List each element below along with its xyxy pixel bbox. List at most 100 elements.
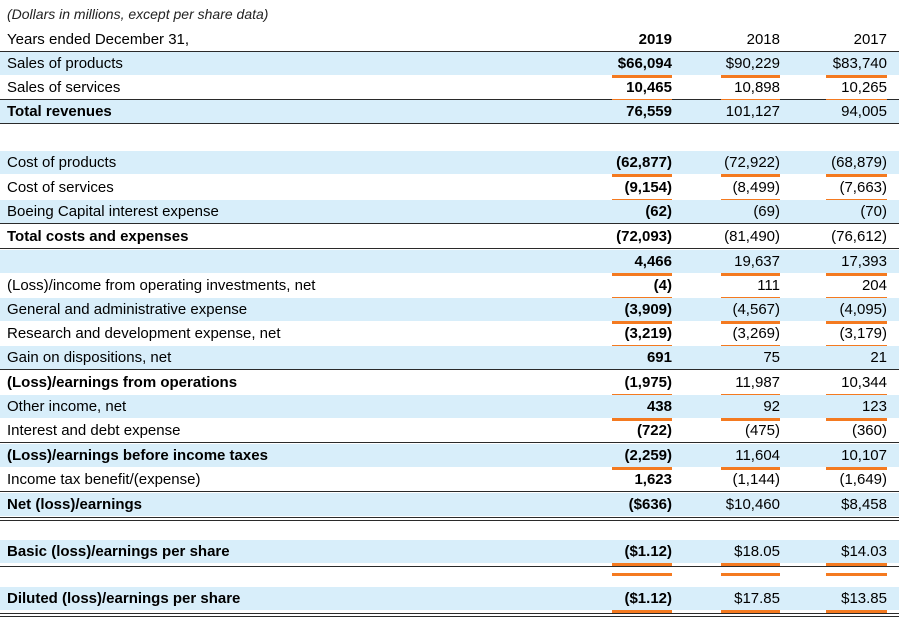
row-label: Total revenues (7, 103, 112, 120)
row-label: Net (loss)/earnings (7, 496, 143, 513)
highlight-bar (826, 418, 887, 421)
value-2018: (475) (744, 422, 780, 439)
value-2018: 11,987 (735, 374, 780, 391)
double-rule (0, 616, 899, 617)
highlight-bar (612, 563, 672, 566)
highlight-bar (826, 610, 887, 613)
value-2019: (3,909) (624, 301, 672, 318)
value-2017: 17,393 (841, 253, 887, 270)
value-2019: (62) (645, 203, 672, 220)
double-rule (0, 517, 899, 518)
double-rule (0, 566, 899, 567)
value-2019: (4) (653, 277, 672, 294)
value-2017: (360) (851, 422, 887, 439)
highlight-bar (826, 563, 887, 566)
header-2019: 2019 (638, 31, 672, 48)
highlight-bar (612, 273, 672, 276)
value-2018: 75 (763, 349, 780, 366)
value-2017: (68,879) (831, 154, 887, 171)
value-2019: 691 (646, 349, 672, 366)
table-row: Other income, net 438 92 123 (0, 395, 899, 421)
value-2019: (3,219) (624, 325, 672, 342)
value-2017: 123 (861, 398, 887, 415)
highlight-bar (721, 467, 780, 470)
value-2017: $83,740 (832, 55, 887, 72)
value-2017: (1,649) (839, 471, 887, 488)
table-row: (Loss)/earnings before income taxes (2,2… (0, 444, 899, 470)
value-2018: (1,144) (732, 471, 780, 488)
row-label: Diluted (loss)/earnings per share (7, 590, 241, 607)
row-label: (Loss)/income from operating investments… (7, 277, 316, 294)
header-2018: 2018 (746, 31, 780, 48)
row-label: (Loss)/earnings from operations (7, 374, 238, 391)
double-rule (0, 520, 899, 521)
table-row: Total costs and expenses (72,093) (81,49… (0, 225, 899, 249)
value-2018: 111 (757, 277, 780, 294)
value-2017: (4,095) (839, 301, 887, 318)
value-2019: ($1.12) (624, 543, 672, 560)
value-2018: (81,490) (724, 228, 780, 245)
table-row: Net (loss)/earnings ($636) $10,460 $8,45… (0, 493, 899, 516)
value-2017: 10,344 (841, 374, 887, 391)
highlight-bar (826, 321, 887, 324)
value-2018: $10,460 (725, 496, 780, 513)
value-2018: 101,127 (725, 103, 780, 120)
highlight-bar (612, 418, 672, 421)
row-label: Gain on dispositions, net (7, 349, 172, 366)
value-2019: (2,259) (624, 447, 672, 464)
row-label: Other income, net (7, 398, 127, 415)
highlight-bar (826, 75, 887, 78)
table-row: Sales of products $66,094 $90,229 $83,74… (0, 52, 899, 78)
table-row: Cost of services (9,154) (8,499) (7,663) (0, 176, 899, 202)
table-row: Cost of products (62,877) (72,922) (68,8… (0, 151, 899, 177)
value-2019: (62,877) (616, 154, 672, 171)
row-label: Interest and debt expense (7, 422, 181, 439)
table-row: Basic (loss)/earnings per share ($1.12) … (0, 540, 899, 566)
value-2019: (9,154) (624, 179, 672, 196)
highlight-bar (826, 273, 887, 276)
spacer-row (0, 124, 899, 147)
value-2017: (76,612) (831, 228, 887, 245)
value-2018: 11,604 (735, 447, 780, 464)
highlight-bar (721, 563, 780, 566)
row-label: (Loss)/earnings before income taxes (7, 447, 268, 464)
highlight-bar (721, 75, 780, 78)
value-2017: $8,458 (841, 496, 887, 513)
value-2017: 94,005 (841, 103, 887, 120)
value-2019: (72,093) (616, 228, 672, 245)
highlight-bar (721, 418, 780, 421)
highlight-bar (826, 174, 887, 177)
double-rule (0, 613, 899, 614)
table-row: Boeing Capital interest expense (62) (69… (0, 200, 899, 224)
row-label: Sales of services (7, 79, 121, 96)
value-2019: ($636) (628, 496, 672, 513)
header-2017: 2017 (853, 31, 887, 48)
value-2019: 10,465 (626, 79, 672, 96)
header-label: Years ended December 31, (7, 31, 190, 48)
value-2018: $18.05 (734, 543, 780, 560)
value-2019: $66,094 (617, 55, 672, 72)
table-row: Diluted (loss)/earnings per share ($1.12… (0, 587, 899, 613)
value-2018: (69) (753, 203, 780, 220)
units-note: (Dollars in millions, except per share d… (7, 6, 269, 22)
highlight-bar (721, 573, 780, 576)
highlight-bar (612, 467, 672, 470)
value-2017: $14.03 (841, 543, 887, 560)
value-2018: 19,637 (734, 253, 780, 270)
value-2018: $17.85 (734, 590, 780, 607)
highlight-bar (721, 610, 780, 613)
highlight-bar (721, 321, 780, 324)
table-row: Income tax benefit/(expense) 1,623 (1,14… (0, 468, 899, 492)
value-2017: 204 (861, 277, 887, 294)
highlight-bar (721, 174, 780, 177)
value-2017: (3,179) (839, 325, 887, 342)
table-row: Total revenues 76,559 101,127 94,005 (0, 100, 899, 124)
value-2019: 4,466 (634, 253, 672, 270)
value-2018: $90,229 (725, 55, 780, 72)
value-2018: (4,567) (732, 301, 780, 318)
row-label: Cost of products (7, 154, 117, 171)
highlight-bar (721, 273, 780, 276)
table-row: Research and development expense, net (3… (0, 322, 899, 348)
highlight-bar (826, 467, 887, 470)
